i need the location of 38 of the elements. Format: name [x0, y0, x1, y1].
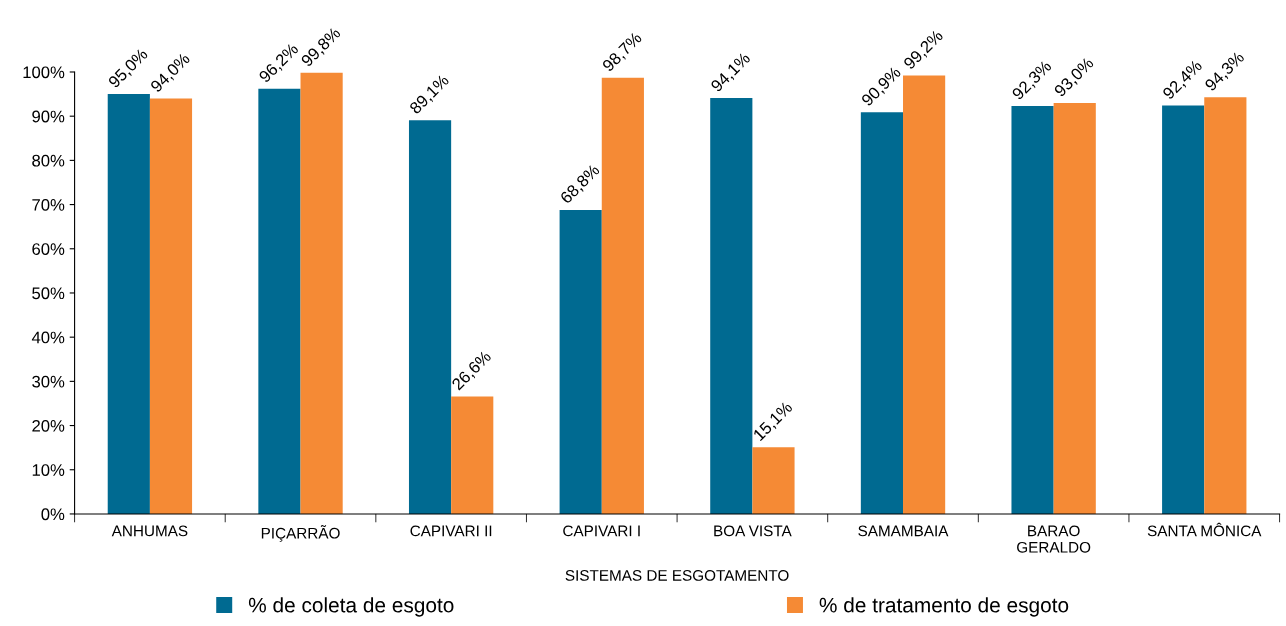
y-tick-label: 40% — [31, 331, 65, 344]
legend-label: % de coleta de esgoto — [248, 597, 454, 617]
y-tick-label: 70% — [32, 198, 65, 211]
y-tick-label: 10% — [32, 464, 65, 476]
y-tick-label: 0% — [41, 508, 65, 521]
x-tick-label: ANHUMAS — [111, 525, 188, 537]
bar — [1204, 97, 1247, 514]
x-axis-title: SISTEMAS DE ESGOTAMENTO — [565, 570, 789, 581]
x-tick-label: BARAO GERALDO — [1017, 525, 1091, 553]
x-tick-label: PIÇARRÃO — [261, 525, 340, 542]
bar — [710, 98, 753, 514]
bar — [408, 120, 452, 514]
bar — [559, 209, 602, 514]
y-tick-label: 60% — [32, 243, 65, 255]
bar — [1053, 102, 1096, 514]
x-tick-label: BOA VISTA — [714, 525, 792, 537]
bar — [258, 88, 301, 514]
y-tick-label: 50% — [32, 287, 65, 300]
bar — [300, 72, 343, 514]
y-tick-label: 30% — [32, 375, 65, 388]
bar — [752, 447, 795, 514]
bar — [1162, 105, 1205, 514]
bar — [149, 98, 193, 514]
bar — [107, 94, 150, 514]
y-tick-label: 20% — [32, 419, 65, 432]
bar — [601, 77, 644, 514]
x-tick-label: CAPIVARI I — [563, 525, 640, 537]
bar — [860, 112, 904, 514]
x-tick-label: SANTA MÔNICA — [1147, 522, 1262, 537]
bar — [451, 396, 494, 514]
bar — [1011, 106, 1054, 514]
x-tick-label: SAMAMBAIA — [858, 525, 949, 537]
y-tick-label: 100% — [23, 66, 65, 79]
bar — [903, 75, 946, 514]
legend-label: % de tratamento de esgoto — [819, 597, 1069, 617]
x-tick-label: CAPIVARI II — [410, 525, 492, 537]
y-tick-label: 80% — [32, 154, 65, 167]
y-tick-label: 90% — [32, 110, 65, 123]
